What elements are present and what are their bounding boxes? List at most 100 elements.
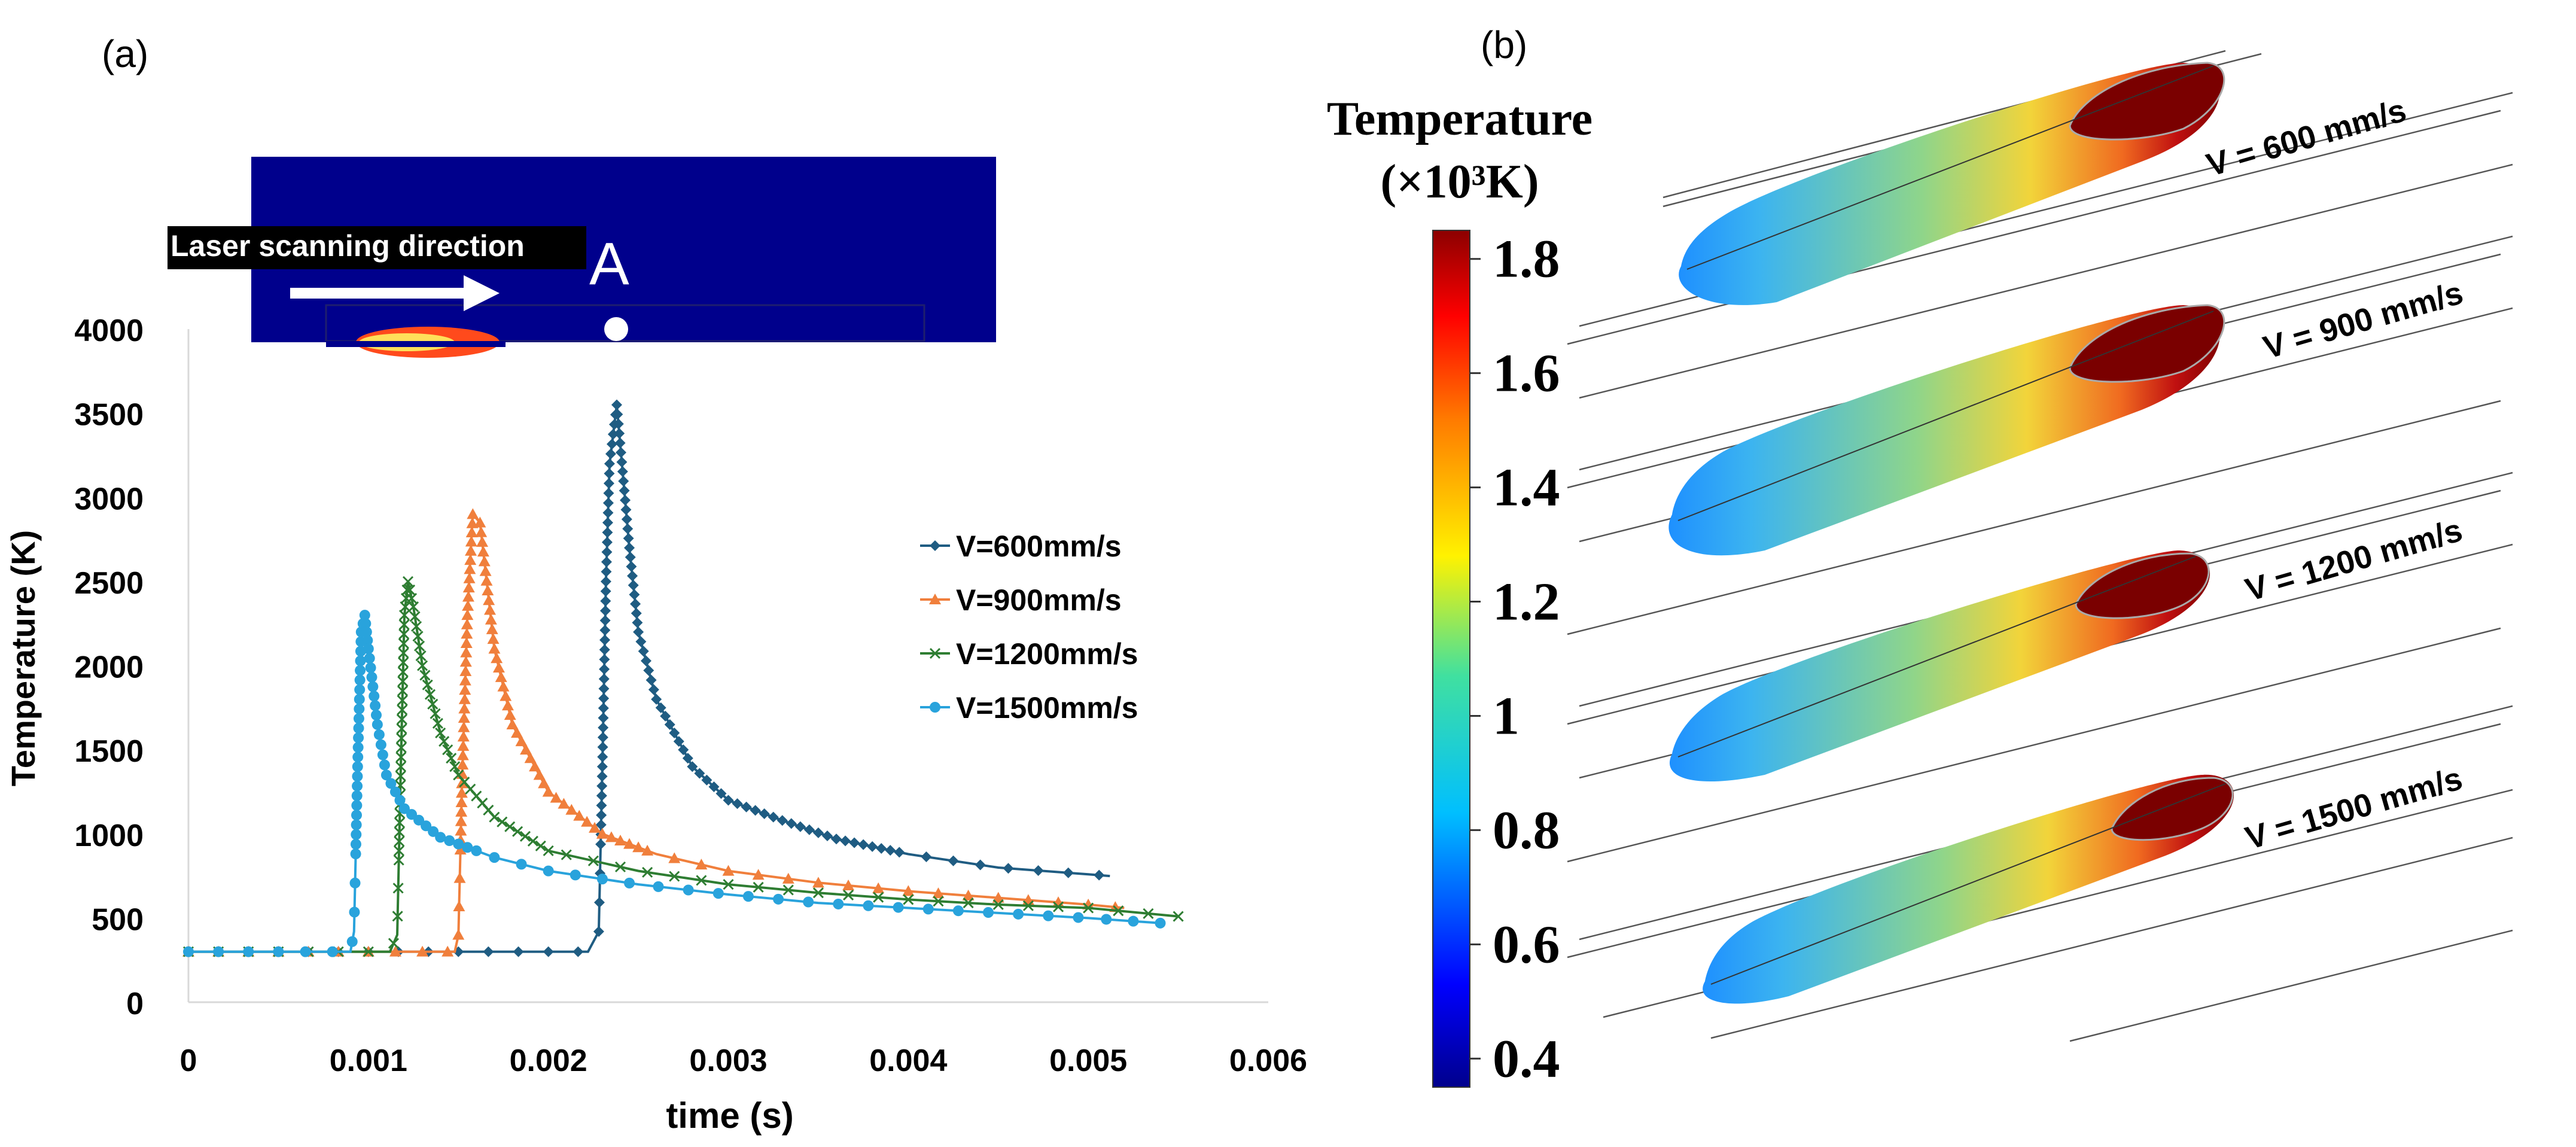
data-point: [614, 835, 626, 845]
data-point: [655, 702, 666, 713]
data-point: [392, 883, 404, 894]
data-point: [361, 626, 372, 638]
data-point: [1155, 917, 1166, 929]
data-point: [462, 582, 475, 593]
data-point: [351, 810, 363, 821]
x-axis-title: time (s): [666, 1096, 793, 1136]
data-point: [752, 869, 765, 880]
data-point: [513, 946, 524, 957]
data-point: [273, 946, 284, 957]
data-point: [398, 628, 410, 640]
data-point: [352, 752, 364, 763]
data-point: [715, 788, 727, 799]
data-point: [349, 877, 361, 889]
colorbar-tick-label: 1.8: [1493, 230, 1560, 289]
data-point: [465, 527, 478, 538]
data-point: [453, 872, 466, 883]
data-point: [459, 665, 472, 676]
colorbar-ticks: 1.8 1.6 1.4 1.2 1 0.8 0.6 0.4: [1470, 230, 1560, 1088]
data-point: [464, 563, 476, 574]
data-point: [603, 488, 614, 499]
data-point: [543, 946, 554, 957]
data-point: [929, 647, 941, 659]
data-point: [375, 739, 386, 750]
data-point: [349, 906, 360, 918]
data-point: [626, 561, 637, 572]
data-point: [648, 684, 659, 695]
data-point: [456, 759, 469, 770]
data-point: [821, 830, 833, 842]
data-point: [464, 554, 477, 565]
data-point: [439, 736, 450, 747]
data-point: [300, 946, 311, 957]
data-point: [370, 710, 382, 721]
data-point: [602, 527, 613, 538]
data-point: [543, 865, 554, 877]
data-point: [593, 897, 605, 908]
x-tick-label: 0.001: [330, 1043, 407, 1078]
data-point: [394, 817, 406, 829]
data-point: [599, 644, 610, 655]
data-point: [535, 840, 546, 851]
data-point: [449, 761, 461, 772]
data-point: [777, 815, 788, 826]
data-point: [417, 660, 428, 671]
legend-label: V=1200mm/s: [956, 637, 1138, 671]
data-point: [520, 744, 532, 755]
y-tick-label: 4000: [74, 314, 144, 348]
data-point: [573, 946, 584, 957]
data-point: [394, 795, 406, 806]
data-point: [419, 670, 431, 681]
data-point: [701, 774, 712, 786]
data-point: [504, 709, 516, 720]
data-point: [598, 712, 609, 723]
data-point: [597, 741, 608, 753]
data-point: [930, 540, 940, 551]
data-point: [372, 719, 383, 730]
data-point: [394, 836, 405, 847]
data-point: [354, 693, 365, 705]
data-point: [1094, 869, 1105, 881]
data-point: [432, 717, 443, 729]
data-point: [407, 601, 419, 613]
data-point: [484, 604, 497, 615]
data-point: [1128, 915, 1139, 927]
data-point: [696, 875, 707, 886]
data-point: [414, 640, 425, 652]
data-point: [885, 845, 896, 856]
data-point: [350, 838, 361, 850]
data-point: [558, 798, 570, 809]
data-point: [773, 893, 784, 905]
data-point: [497, 680, 510, 692]
data-point: [921, 851, 932, 862]
pool-900-core: [2069, 304, 2225, 383]
series-v-1500mm-s: [183, 610, 1166, 957]
track-outline: [325, 304, 925, 342]
data-point: [435, 832, 446, 843]
data-point: [550, 792, 562, 803]
data-point: [948, 855, 959, 866]
data-point: [538, 777, 550, 789]
colorbar-tick-label: 0.8: [1493, 801, 1560, 860]
data-point: [664, 719, 675, 730]
data-point: [459, 656, 472, 667]
data-point: [351, 790, 363, 801]
data-point: [459, 674, 471, 686]
data-point: [742, 891, 754, 902]
data-point: [630, 598, 641, 610]
data-point: [623, 533, 634, 544]
data-point: [367, 681, 379, 692]
colorbar-tick-label: 1.2: [1493, 573, 1560, 632]
data-point: [406, 809, 418, 820]
data-point: [458, 712, 470, 723]
x-tick-label: 0.006: [1229, 1043, 1307, 1078]
data-point: [512, 826, 523, 837]
y-tick-label: 2500: [74, 566, 144, 601]
data-point: [455, 815, 467, 826]
data-point: [600, 576, 611, 587]
data-point: [782, 872, 794, 884]
data-point: [327, 946, 338, 957]
data-point: [596, 810, 607, 821]
